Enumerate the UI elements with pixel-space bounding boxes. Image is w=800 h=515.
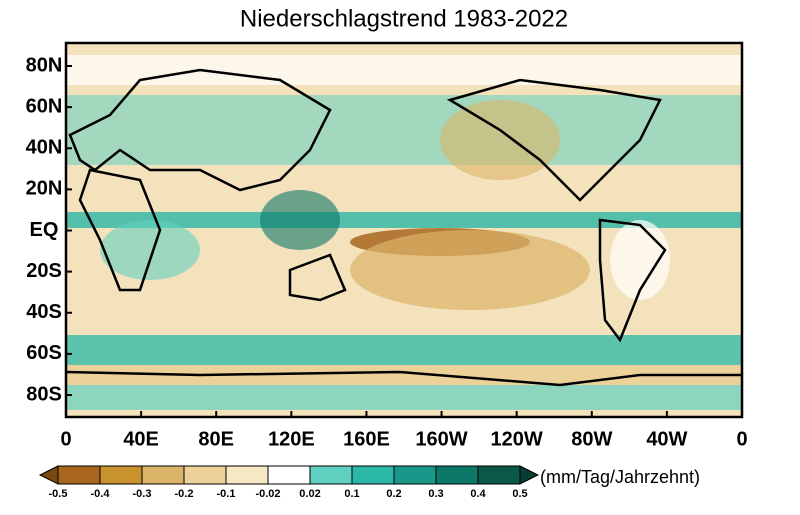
colorbar-label: -0.4 [91,488,111,500]
lon-label: 0 [60,428,71,450]
lat-label: 80S [26,383,62,405]
colorbar-label: 0.3 [428,488,443,500]
colorbar-label: -0.2 [175,488,194,500]
colorbar-label: 0.02 [299,488,320,500]
lat-label: EQ [30,219,59,241]
colorbar-label: 0.5 [512,488,527,500]
lat-label: 80N [26,54,63,76]
colorbar-label: -0.5 [49,488,68,500]
colorbar-label: 0.1 [344,488,359,500]
lon-label: 40E [123,428,159,450]
colorbar-label: -0.02 [255,488,280,500]
colorbar-box [183,465,227,485]
lon-label: 120W [491,428,543,450]
colorbar-label: -0.3 [133,488,152,500]
colorbar-box [393,465,437,485]
lat-label: 60S [26,342,62,364]
lat-label: 20S [26,260,62,282]
colorbar-label: 0.4 [470,488,486,500]
colorbar-box [477,465,521,485]
lat-label: 20N [26,178,63,200]
lat-label: 40N [26,137,63,159]
colorbar-box [267,465,311,485]
colorbar-box [99,465,143,485]
lon-label: 160W [415,428,467,450]
colorbar-box [141,465,185,485]
colorbar-label: -0.1 [217,488,236,500]
colorbar-box [435,465,479,485]
colorbar-label: 0.2 [386,488,401,500]
lon-label: 160E [343,428,390,450]
map-title: Niederschlagstrend 1983-2022 [240,5,568,32]
colorbar-box [351,465,395,485]
colorbar-box [309,465,353,485]
lon-label: 40W [646,428,687,450]
colorbar-box [57,465,101,485]
lat-label: 60N [26,95,63,117]
lon-label: 120E [268,428,315,450]
colorbar-box [225,465,269,485]
map-field [66,43,742,417]
lat-label: 40S [26,301,62,323]
lon-label: 0 [736,428,747,450]
colorbar-unit: (mm/Tag/Jahrzehnt) [540,467,700,487]
lon-label: 80E [198,428,234,450]
colorbar-end [38,465,59,485]
lon-label: 80W [571,428,612,450]
colorbar-end [519,465,540,485]
